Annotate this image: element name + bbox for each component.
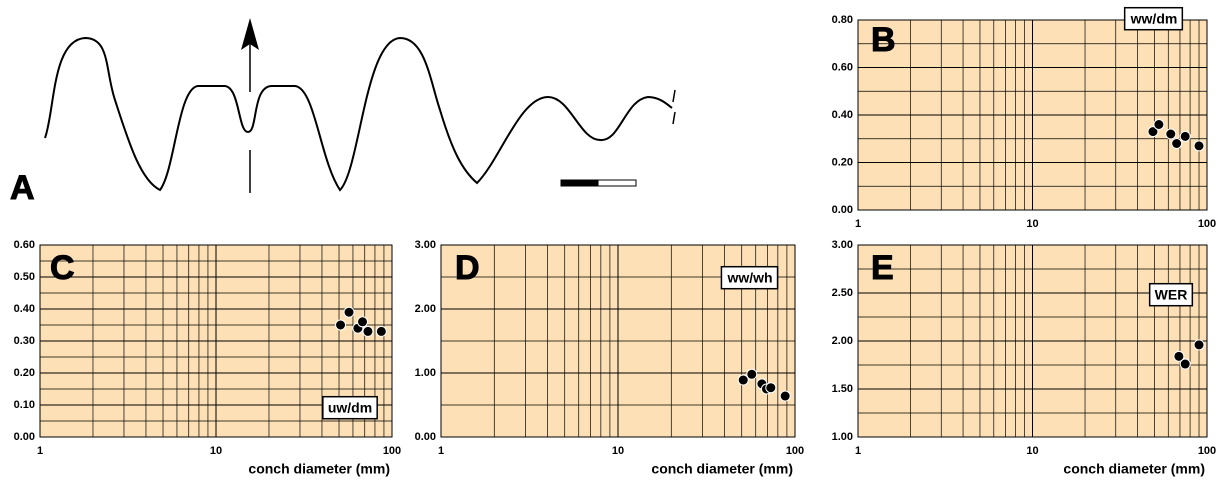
- end-mark: [672, 89, 676, 103]
- y-tick-label: 3.00: [415, 239, 436, 251]
- y-tick-label: 0.00: [832, 204, 853, 216]
- y-tick-label: 0.00: [14, 431, 35, 443]
- data-point: [1193, 339, 1205, 351]
- x-tick-label: 1: [855, 218, 861, 230]
- panel-letter: A: [10, 169, 35, 207]
- chart-label: WER: [1155, 287, 1188, 303]
- x-tick-label: 10: [612, 445, 624, 457]
- data-point: [1153, 119, 1165, 130]
- y-tick-label: 1.00: [832, 431, 853, 443]
- scale-bar-white: [597, 179, 637, 187]
- plot-frame: [857, 19, 1208, 211]
- data-point: [737, 374, 749, 386]
- y-tick-label: 0.40: [14, 303, 35, 315]
- y-tick-label: 2.00: [832, 335, 853, 347]
- chart-label: uw/dm: [328, 400, 372, 416]
- x-tick-label: 10: [1026, 218, 1038, 230]
- data-point: [1147, 126, 1159, 138]
- chart-label: ww/dm: [1130, 11, 1178, 27]
- data-point: [343, 306, 355, 318]
- scale-bar-black: [560, 179, 599, 187]
- y-tick-label: 0.30: [14, 335, 35, 347]
- panel-letter: C: [50, 249, 75, 287]
- y-tick-label: 0.60: [14, 239, 35, 251]
- data-point: [1193, 140, 1205, 152]
- data-point: [375, 325, 387, 337]
- panel-a-drawing: [44, 36, 676, 193]
- y-tick-label: 0.80: [832, 14, 853, 26]
- x-tick-label: 10: [1026, 445, 1038, 457]
- data-point: [362, 325, 374, 337]
- data-point: [1173, 350, 1185, 362]
- label-box: [322, 395, 378, 420]
- y-tick-label: 2.50: [832, 287, 853, 299]
- chart-label: ww/wh: [726, 270, 772, 286]
- data-point: [779, 390, 791, 402]
- y-tick-label: 0.20: [832, 156, 853, 168]
- data-point: [357, 316, 369, 328]
- data-point: [1165, 128, 1177, 140]
- x-tick-label: 100: [1198, 445, 1216, 457]
- panel-letter: D: [455, 249, 480, 287]
- x-tick-label: 100: [1198, 218, 1216, 230]
- y-tick-label: 0.40: [832, 109, 853, 121]
- plot-frame: [39, 244, 393, 438]
- plot-frame: [440, 244, 796, 438]
- x-tick-label: 1: [438, 445, 444, 457]
- data-point: [1179, 130, 1191, 142]
- y-tick-label: 0.50: [14, 271, 35, 283]
- arrow-head: [241, 18, 259, 50]
- label-box: [1148, 282, 1194, 307]
- y-tick-label: 1.00: [415, 367, 436, 379]
- data-point: [746, 368, 758, 380]
- x-tick-label: 10: [210, 445, 222, 457]
- y-tick-label: 1.50: [832, 383, 853, 395]
- x-tick-label: 100: [786, 445, 804, 457]
- label-box: [1123, 6, 1184, 31]
- plot-frame: [857, 244, 1208, 438]
- y-tick-label: 0.60: [832, 61, 853, 73]
- x-tick-label: 1: [37, 445, 43, 457]
- x-axis-label: conch diameter (mm): [248, 461, 390, 477]
- label-box: [720, 265, 779, 290]
- data-point: [1179, 358, 1191, 370]
- data-point: [1171, 138, 1183, 149]
- data-point: [335, 319, 347, 331]
- x-tick-label: 1: [855, 445, 861, 457]
- y-tick-label: 2.00: [415, 303, 436, 315]
- y-tick-label: 0.20: [14, 367, 35, 379]
- data-point: [765, 382, 777, 394]
- y-tick-label: 0.10: [14, 399, 35, 411]
- whorl-outline: [44, 36, 673, 192]
- x-tick-label: 100: [383, 445, 401, 457]
- y-tick-label: 3.00: [832, 239, 853, 251]
- x-axis-label: conch diameter (mm): [651, 461, 793, 477]
- panel-letter: B: [871, 21, 896, 59]
- end-mark: [672, 111, 676, 125]
- panel-letter: E: [871, 249, 894, 287]
- y-tick-label: 0.00: [415, 431, 436, 443]
- x-axis-label: conch diameter (mm): [1063, 461, 1205, 477]
